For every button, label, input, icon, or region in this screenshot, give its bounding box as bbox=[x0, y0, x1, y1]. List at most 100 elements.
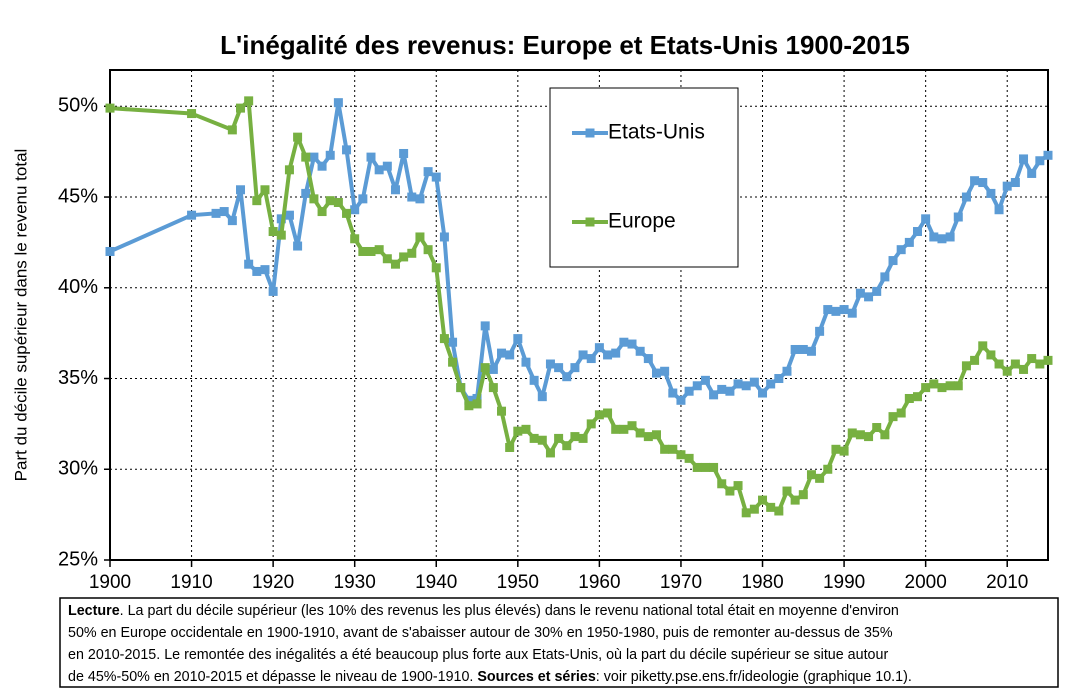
point bbox=[521, 357, 531, 367]
x-tick-label: 1910 bbox=[170, 572, 212, 593]
point bbox=[912, 392, 922, 402]
point bbox=[505, 442, 515, 452]
point bbox=[260, 265, 270, 275]
point bbox=[627, 339, 637, 349]
point bbox=[594, 410, 604, 420]
point bbox=[497, 348, 507, 358]
point bbox=[676, 395, 686, 405]
point bbox=[749, 377, 759, 387]
point bbox=[888, 412, 898, 422]
point bbox=[676, 450, 686, 460]
point bbox=[749, 504, 759, 514]
point bbox=[904, 237, 914, 247]
point bbox=[611, 424, 621, 434]
point bbox=[554, 433, 564, 443]
point bbox=[570, 432, 580, 442]
point bbox=[301, 152, 311, 162]
point bbox=[554, 363, 564, 373]
point bbox=[1035, 156, 1045, 166]
point bbox=[725, 386, 735, 396]
point bbox=[937, 383, 947, 393]
point bbox=[970, 355, 980, 365]
point bbox=[774, 506, 784, 516]
point bbox=[317, 207, 327, 217]
point bbox=[741, 508, 751, 518]
point bbox=[399, 252, 409, 262]
point bbox=[480, 363, 490, 373]
y-tick-label: 30% bbox=[58, 458, 98, 480]
point bbox=[1002, 181, 1012, 191]
point bbox=[651, 368, 661, 378]
point bbox=[864, 292, 874, 302]
point bbox=[497, 406, 507, 416]
legend-marker bbox=[585, 128, 595, 138]
point bbox=[758, 495, 768, 505]
x-tick-label: 1950 bbox=[497, 572, 539, 593]
point bbox=[790, 495, 800, 505]
point bbox=[1002, 366, 1012, 376]
point bbox=[1010, 359, 1020, 369]
point bbox=[537, 392, 547, 402]
point bbox=[505, 350, 515, 360]
point bbox=[317, 161, 327, 171]
point bbox=[350, 205, 360, 215]
point bbox=[293, 132, 303, 142]
point bbox=[806, 346, 816, 356]
point bbox=[929, 379, 939, 389]
point bbox=[872, 286, 882, 296]
point bbox=[888, 256, 898, 266]
y-tick-label: 25% bbox=[58, 548, 98, 570]
point bbox=[187, 109, 197, 119]
point bbox=[342, 208, 352, 218]
point bbox=[619, 424, 629, 434]
point bbox=[782, 366, 792, 376]
y-tick-label: 40% bbox=[58, 276, 98, 298]
point bbox=[415, 194, 425, 204]
plot-frame bbox=[109, 69, 1049, 561]
point bbox=[1043, 355, 1053, 365]
legend-box bbox=[549, 87, 739, 268]
point bbox=[758, 388, 768, 398]
point bbox=[929, 232, 939, 242]
point bbox=[912, 227, 922, 237]
point bbox=[488, 383, 498, 393]
y-tick-label: 50% bbox=[58, 95, 98, 117]
point bbox=[586, 354, 596, 364]
point bbox=[896, 408, 906, 418]
point bbox=[847, 428, 857, 438]
point bbox=[970, 176, 980, 186]
point bbox=[872, 423, 882, 433]
point bbox=[823, 464, 833, 474]
point bbox=[309, 194, 319, 204]
point bbox=[880, 430, 890, 440]
point bbox=[105, 246, 115, 256]
point bbox=[994, 205, 1004, 215]
point bbox=[806, 470, 816, 480]
point bbox=[586, 419, 596, 429]
point bbox=[839, 446, 849, 456]
point bbox=[529, 433, 539, 443]
point bbox=[651, 430, 661, 440]
note-text: . La part du décile supérieur (les 10% d… bbox=[120, 603, 899, 619]
point bbox=[790, 344, 800, 354]
point bbox=[431, 172, 441, 182]
point bbox=[855, 288, 865, 298]
point bbox=[211, 208, 221, 218]
x-tick-label: 2000 bbox=[905, 572, 947, 593]
point bbox=[921, 383, 931, 393]
point bbox=[766, 502, 776, 512]
point bbox=[994, 359, 1004, 369]
point bbox=[945, 232, 955, 242]
point bbox=[325, 196, 335, 206]
point bbox=[431, 263, 441, 273]
point bbox=[472, 399, 482, 409]
point bbox=[301, 188, 311, 198]
note-line: 50% en Europe occidentale en 1900-1910, … bbox=[68, 625, 893, 641]
point bbox=[660, 444, 670, 454]
point bbox=[423, 245, 433, 255]
point bbox=[643, 432, 653, 442]
point bbox=[358, 246, 368, 256]
legend-marker bbox=[585, 217, 595, 227]
point bbox=[798, 344, 808, 354]
